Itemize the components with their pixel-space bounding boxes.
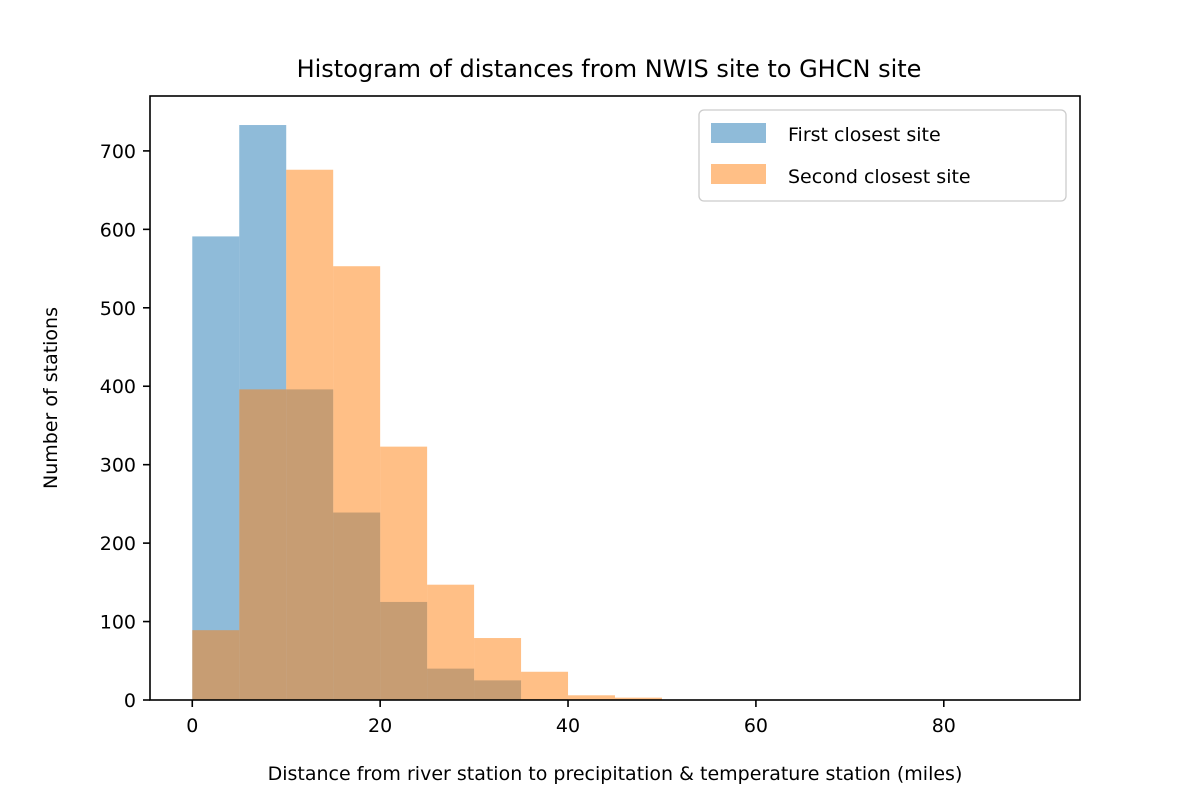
bar-series2-bin2 bbox=[239, 389, 287, 700]
plot-frame bbox=[149, 95, 1081, 701]
y-tick-label: 500 bbox=[100, 298, 136, 320]
bar-series2-bin10 bbox=[615, 697, 662, 700]
bar-series2-bin7 bbox=[474, 638, 522, 700]
bar-series2-bin4 bbox=[333, 266, 381, 700]
legend-label-second: Second closest site bbox=[788, 166, 971, 188]
y-axis-ticks: 0 100 200 300 400 500 600 700 bbox=[100, 141, 150, 712]
bar-series2-bin9 bbox=[568, 695, 615, 700]
y-tick-label: 400 bbox=[100, 376, 136, 398]
y-tick-label: 700 bbox=[100, 141, 136, 163]
y-tick-label: 300 bbox=[100, 455, 136, 477]
bar-series2-bin8 bbox=[521, 671, 569, 700]
y-tick-label: 200 bbox=[100, 533, 136, 555]
x-tick-label: 0 bbox=[186, 715, 198, 737]
bar-series2-bin6 bbox=[427, 584, 475, 700]
x-tick-label: 80 bbox=[932, 715, 956, 737]
chart-title: Histogram of distances from NWIS site to… bbox=[297, 55, 922, 83]
y-tick-label: 600 bbox=[100, 219, 136, 241]
legend-swatch-first bbox=[711, 123, 766, 143]
x-axis-label: Distance from river station to precipita… bbox=[268, 763, 963, 785]
bar-series2-bin5 bbox=[380, 446, 428, 700]
y-tick-label: 100 bbox=[100, 612, 136, 634]
legend-label-first: First closest site bbox=[788, 124, 941, 146]
legend-swatch-second bbox=[711, 164, 766, 184]
bar-series2-bin3 bbox=[286, 169, 334, 701]
x-axis-ticks: 0 20 40 60 80 bbox=[186, 700, 956, 737]
bars-layer bbox=[192, 125, 662, 701]
y-tick-label: 0 bbox=[124, 690, 136, 712]
bar-series1-bin1 bbox=[192, 236, 240, 700]
x-tick-label: 20 bbox=[368, 715, 392, 737]
x-tick-label: 40 bbox=[556, 715, 580, 737]
y-axis-label: Number of stations bbox=[40, 307, 62, 489]
x-tick-label: 60 bbox=[744, 715, 768, 737]
bar-series2-bin1 bbox=[192, 630, 240, 700]
legend: First closest site Second closest site bbox=[698, 109, 1067, 202]
legend-frame bbox=[698, 109, 1067, 202]
